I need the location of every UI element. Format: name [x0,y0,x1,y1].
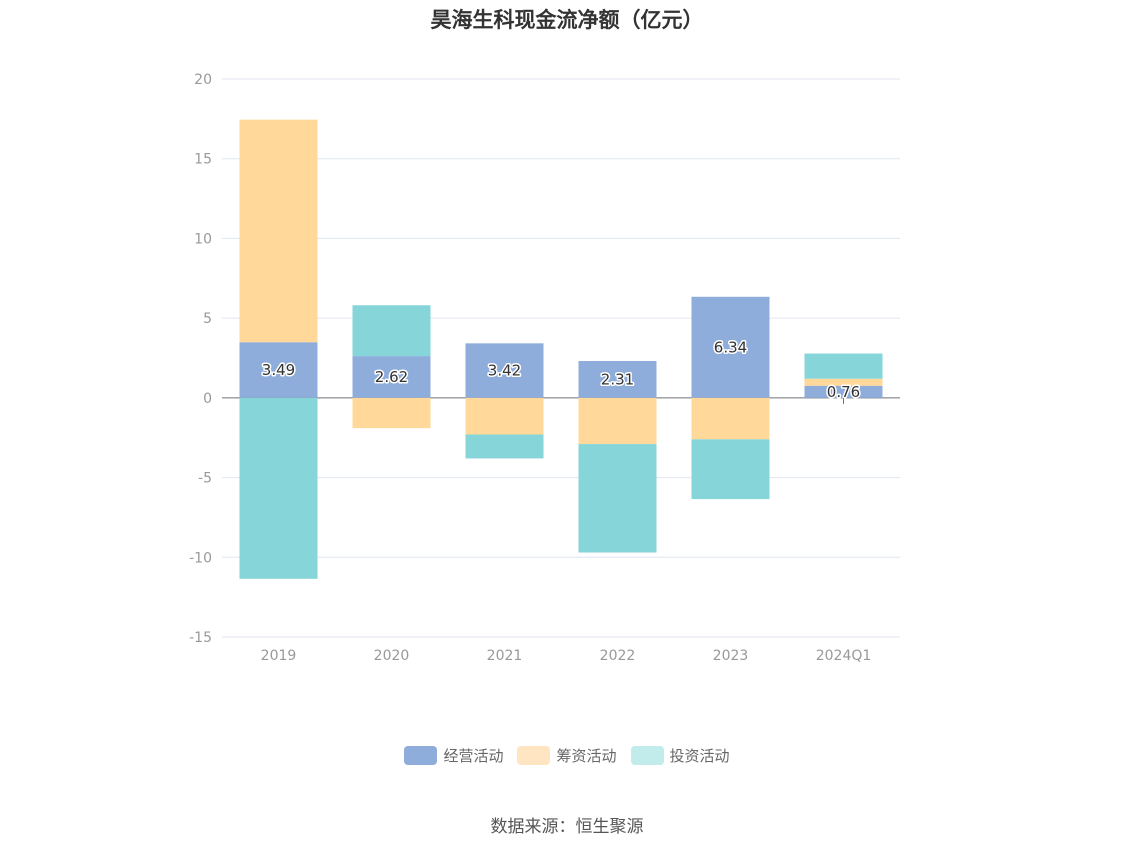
source-note: 数据来源：恒生聚源 [490,817,644,837]
data-label: 3.42 [488,362,521,380]
x-tick-label: 2022 [600,648,636,664]
legend-label-operating: 经营活动 [443,747,504,765]
bar-投资活动-2019 [239,397,318,579]
bar-筹资活动-2020 [352,397,431,429]
bar-经营活动-2020 [352,356,431,398]
bar-经营活动-2024Q1 [804,385,883,398]
legend: 经营活动 筹资活动 投资活动 [0,745,1134,766]
y-tick-label: 20 [194,72,212,88]
data-label: 2.62 [375,368,408,386]
bar-投资活动-2021 [465,434,544,459]
legend-swatch-financing [517,746,551,765]
data-label: 2.31 [601,370,634,388]
bar-筹资活动-2024Q1 [804,378,883,386]
legend-label-investing: 投资活动 [669,747,730,765]
bar-筹资活动-2019 [239,119,318,343]
x-tick-label: 2019 [261,648,297,664]
bar-经营活动-2019 [239,342,318,398]
bar-经营活动-2022 [578,361,657,398]
bar-投资活动-2023 [691,439,770,500]
x-tick-label: 2023 [713,648,749,664]
x-tick-label: 2021 [487,648,523,664]
bar-投资活动-2024Q1 [804,353,883,379]
x-tick-label: 2024Q1 [816,648,872,664]
bar-经营活动-2023 [691,296,770,398]
bar-筹资活动-2023 [691,397,770,440]
bar-投资活动-2022 [578,444,657,553]
bar-筹资活动-2022 [578,397,657,445]
bar-经营活动-2021 [465,343,544,398]
y-tick-label: 15 [194,152,212,168]
data-label: 3.49 [262,361,295,379]
data-label: 6.34 [714,338,747,356]
data-label: 0.76 [827,383,860,401]
legend-swatch-operating [404,746,438,765]
legend-swatch-investing [630,746,664,765]
y-tick-label: 0 [203,391,212,407]
legend-item-operating[interactable]: 经营活动 [404,745,503,766]
y-tick-label: 5 [203,311,212,327]
y-tick-label: 10 [194,231,212,247]
y-tick-label: -10 [189,550,212,566]
chart-title: 昊海生科现金流净额（亿元） [430,8,704,32]
y-tick-label: -15 [189,630,212,646]
bar-投资活动-2020 [352,305,431,357]
legend-item-investing[interactable]: 投资活动 [630,745,730,766]
x-tick-label: 2020 [374,648,410,664]
legend-item-financing[interactable]: 筹资活动 [517,745,617,766]
legend-label-financing: 筹资活动 [556,747,617,765]
bar-筹资活动-2021 [465,397,544,435]
y-tick-label: -5 [198,471,212,487]
